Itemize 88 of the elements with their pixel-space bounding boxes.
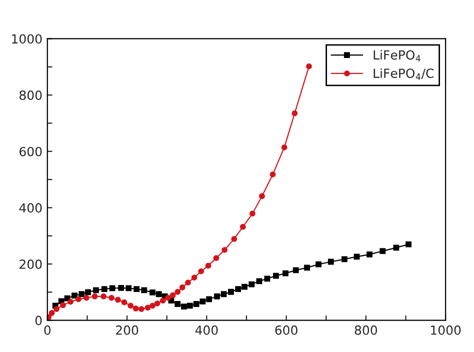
legend-label: LiFePO$_{4}$/C (374, 68, 434, 80)
point (165, 294, 171, 301)
point (76, 296, 82, 302)
point (132, 306, 139, 312)
point (109, 285, 116, 292)
point (213, 255, 220, 262)
point (341, 256, 348, 262)
point (205, 262, 212, 269)
point (198, 268, 204, 274)
point (316, 261, 322, 268)
point (118, 284, 124, 291)
point (101, 286, 108, 292)
point (282, 270, 288, 276)
x-tick-label: 400 (195, 325, 218, 335)
point (248, 281, 255, 288)
point (138, 306, 144, 312)
point (281, 144, 288, 150)
y-tick-label: 1000 (12, 34, 42, 44)
point (174, 301, 181, 307)
y-tick-label: 600 (20, 146, 42, 156)
y-tick-label: 200 (20, 259, 42, 269)
point (222, 246, 228, 253)
point (228, 288, 234, 295)
point (186, 302, 193, 309)
point (121, 299, 128, 306)
point (114, 296, 121, 303)
x-tick-label: 200 (116, 325, 138, 335)
point (54, 306, 60, 312)
point (366, 251, 372, 258)
point (181, 304, 187, 310)
point (231, 236, 238, 242)
point (126, 285, 132, 292)
point (60, 302, 66, 308)
x-tick-label: 600 (275, 325, 298, 335)
point (174, 288, 181, 295)
point (240, 224, 246, 230)
point (406, 241, 412, 248)
x-tick-label: 0 (44, 325, 51, 335)
point (214, 293, 220, 300)
point (264, 276, 270, 282)
point (235, 286, 242, 292)
point (156, 291, 162, 298)
point (154, 300, 160, 306)
point (191, 274, 198, 280)
point (272, 272, 279, 279)
point (83, 294, 90, 301)
point (85, 289, 91, 296)
point (259, 193, 265, 200)
point (206, 296, 212, 302)
point (250, 210, 256, 217)
point (93, 287, 99, 294)
point (200, 298, 206, 304)
point (144, 304, 151, 311)
point (185, 280, 191, 286)
point (170, 292, 176, 298)
point (193, 301, 200, 307)
point (292, 110, 298, 116)
point (380, 248, 386, 254)
point (141, 287, 148, 294)
point (92, 293, 98, 300)
y-tick-label: 0 (35, 316, 42, 326)
point (242, 284, 248, 290)
point (179, 284, 186, 290)
point (354, 254, 360, 260)
point (393, 244, 400, 251)
point (256, 278, 262, 284)
point (270, 172, 276, 178)
point (108, 294, 114, 301)
point (160, 298, 166, 304)
point (100, 293, 106, 300)
point (134, 286, 140, 292)
point (306, 63, 312, 70)
point (220, 291, 227, 298)
legend-label: LiFePO$_{4}$ (374, 50, 420, 62)
point (292, 267, 299, 274)
y-tick-label: 400 (19, 203, 42, 213)
point (48, 310, 55, 316)
point (328, 258, 334, 265)
x-tick-label: 1000 (431, 325, 461, 335)
y-tick-label: 800 (20, 90, 42, 100)
point (150, 289, 156, 296)
point (72, 292, 78, 298)
point (150, 302, 156, 309)
point (78, 291, 85, 298)
point (128, 302, 134, 309)
point (68, 298, 74, 305)
point (304, 264, 310, 271)
x-tick-label: 800 (354, 325, 378, 335)
